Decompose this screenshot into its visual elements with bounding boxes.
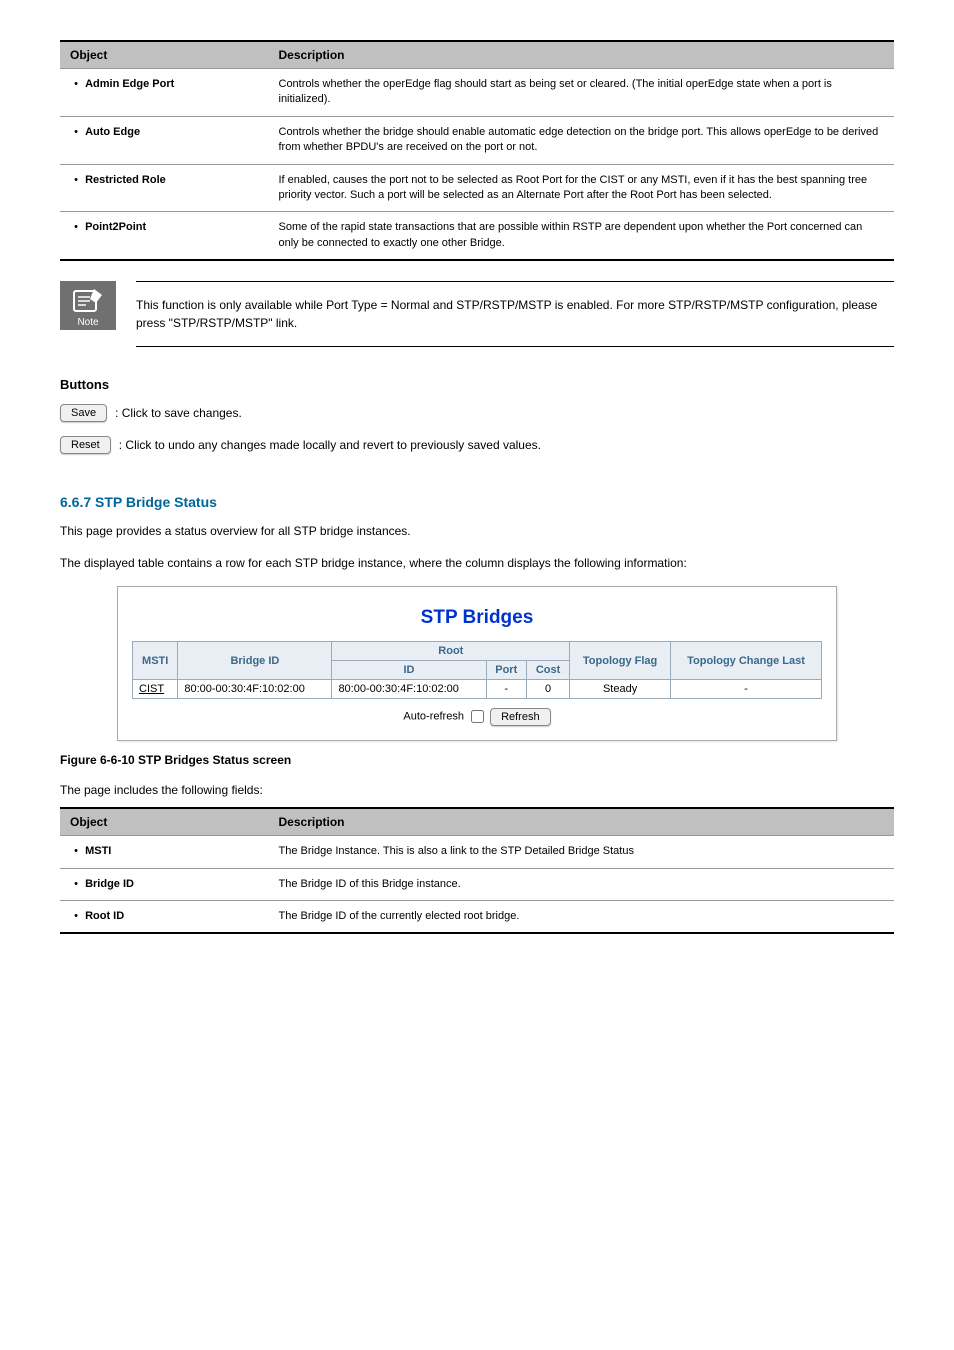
save-desc: : Click to save changes.	[115, 406, 242, 420]
stp-row: CIST 80:00-00:30:4F:10:02:00 80:00-00:30…	[133, 680, 822, 699]
th-root-id: ID	[332, 661, 486, 680]
td-root-cost: 0	[526, 680, 569, 699]
td-root-port: -	[486, 680, 526, 699]
figure-caption: Figure 6-6-10 STP Bridges Status screen	[60, 753, 894, 767]
param-label: Auto Edge	[85, 126, 140, 138]
section-body: The displayed table contains a row for e…	[60, 554, 894, 572]
th-root-cost: Cost	[526, 661, 569, 680]
desc-text: The page includes the following fields:	[60, 783, 894, 797]
auto-refresh-checkbox[interactable]	[471, 710, 484, 723]
params-table-1: Object Description • Admin Edge Port Con…	[60, 40, 894, 261]
buttons-heading: Buttons	[60, 377, 894, 392]
section-heading: 6.6.7 STP Bridge Status	[60, 494, 894, 510]
th-root: Root	[332, 642, 570, 661]
param-label: Bridge ID	[85, 878, 134, 890]
stp-footer: Auto-refresh Refresh	[132, 707, 822, 726]
param-desc: Some of the rapid state transactions tha…	[269, 212, 895, 260]
table-row: • Auto Edge Controls whether the bridge …	[60, 116, 894, 164]
param-label: Root ID	[85, 910, 124, 922]
param-desc: The Bridge Instance. This is also a link…	[269, 836, 895, 868]
col-object: Object	[60, 41, 269, 69]
cist-link[interactable]: CIST	[139, 683, 164, 695]
stp-title: STP Bridges	[132, 607, 822, 629]
note-block: Note This function is only available whi…	[60, 281, 894, 347]
td-topo-last: -	[671, 680, 822, 699]
table-row: • Point2Point Some of the rapid state tr…	[60, 212, 894, 260]
stp-bridges-panel: STP Bridges MSTI Bridge ID Root Topology…	[117, 586, 837, 741]
param-desc: If enabled, causes the port not to be se…	[269, 164, 895, 212]
param-desc: The Bridge ID of this Bridge instance.	[269, 868, 895, 900]
param-label: Restricted Role	[85, 174, 166, 186]
stp-table: MSTI Bridge ID Root Topology Flag Topolo…	[132, 641, 822, 699]
th-root-port: Port	[486, 661, 526, 680]
reset-desc: : Click to undo any changes made locally…	[119, 438, 541, 452]
param-label: Point2Point	[85, 221, 146, 233]
params-table-2: Object Description • MSTI The Bridge Ins…	[60, 807, 894, 934]
note-icon: Note	[60, 281, 116, 330]
td-bridge-id: 80:00-00:30:4F:10:02:00	[178, 680, 332, 699]
table-row: • MSTI The Bridge Instance. This is also…	[60, 836, 894, 868]
reset-button[interactable]: Reset	[60, 436, 111, 454]
col-description: Description	[269, 808, 895, 836]
refresh-button[interactable]: Refresh	[490, 708, 551, 726]
th-topo-last: Topology Change Last	[671, 642, 822, 680]
th-topo-flag: Topology Flag	[570, 642, 671, 680]
param-label: Admin Edge Port	[85, 78, 174, 90]
col-object: Object	[60, 808, 269, 836]
param-desc: Controls whether the bridge should enabl…	[269, 116, 895, 164]
buttons-section: Buttons Save : Click to save changes. Re…	[60, 377, 894, 454]
td-root-id: 80:00-00:30:4F:10:02:00	[332, 680, 486, 699]
param-desc: The Bridge ID of the currently elected r…	[269, 900, 895, 933]
col-description: Description	[269, 41, 895, 69]
table-row: • Bridge ID The Bridge ID of this Bridge…	[60, 868, 894, 900]
table-row: • Root ID The Bridge ID of the currently…	[60, 900, 894, 933]
section-intro: This page provides a status overview for…	[60, 522, 894, 540]
table-row: • Admin Edge Port Controls whether the o…	[60, 69, 894, 117]
td-topo-flag: Steady	[570, 680, 671, 699]
auto-refresh-label: Auto-refresh	[403, 711, 464, 723]
note-text: This function is only available while Po…	[136, 281, 894, 347]
note-icon-label: Note	[77, 317, 98, 328]
table-row: • Restricted Role If enabled, causes the…	[60, 164, 894, 212]
param-label: MSTI	[85, 845, 111, 857]
th-bridge-id: Bridge ID	[178, 642, 332, 680]
param-desc: Controls whether the operEdge flag shoul…	[269, 69, 895, 117]
save-button[interactable]: Save	[60, 404, 107, 422]
th-msti: MSTI	[133, 642, 178, 680]
